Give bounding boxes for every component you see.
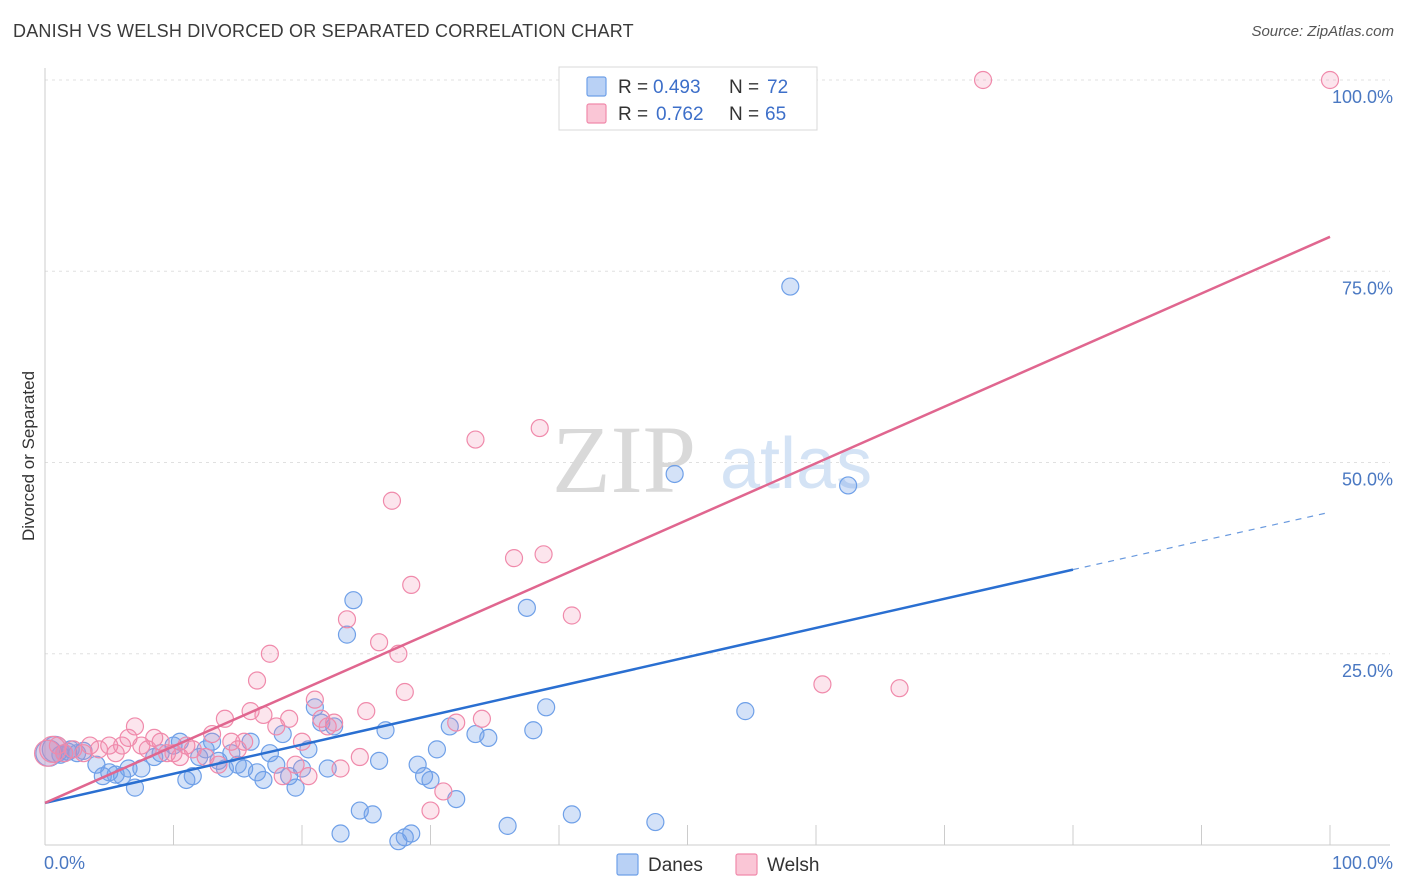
point-welsh-60 — [562, 606, 581, 625]
point-welsh-38 — [299, 767, 318, 786]
legend-swatch-danes — [586, 76, 607, 97]
point-welsh-32 — [260, 644, 279, 663]
point-danes-43 — [344, 591, 363, 610]
legend-r-value-welsh: 0.762 — [656, 104, 704, 125]
point-welsh-36 — [286, 755, 305, 774]
y-axis-label: Divorced or Separated — [19, 371, 38, 541]
point-danes-45 — [363, 805, 382, 824]
point-welsh-44 — [337, 610, 357, 629]
bottom-legend-label-welsh: Welsh — [767, 855, 819, 876]
point-welsh-59 — [534, 545, 553, 564]
point-welsh-43 — [331, 759, 350, 778]
point-welsh-42 — [325, 713, 344, 732]
point-welsh-62 — [890, 679, 909, 698]
point-danes-34 — [286, 778, 305, 797]
point-welsh-37 — [292, 732, 312, 751]
legend: R = 0.493 N = 72 R = 0.762 N = 65 — [558, 66, 818, 131]
bottom-legend-swatch-danes — [616, 853, 639, 876]
point-danes-53 — [421, 770, 440, 790]
point-danes-65 — [665, 464, 684, 484]
trend-line-danes — [44, 568, 1074, 805]
point-welsh-58 — [530, 418, 549, 438]
point-welsh-47 — [370, 633, 389, 652]
watermark: ZIP atlas — [552, 406, 872, 513]
chart-title: DANISH VS WELSH DIVORCED OR SEPARATED CO… — [13, 21, 634, 41]
point-welsh-39 — [305, 690, 324, 709]
bottom-legend-swatch-welsh — [735, 853, 758, 876]
point-welsh-16 — [151, 732, 170, 751]
point-danes-50 — [402, 824, 421, 843]
point-welsh-30 — [247, 671, 267, 690]
bottom-legend-label-danes: Danes — [648, 855, 703, 876]
point-danes-54 — [427, 740, 447, 759]
point-danes-62 — [537, 698, 556, 717]
point-danes-29 — [254, 770, 273, 790]
point-welsh-53 — [434, 782, 453, 801]
point-danes-66 — [736, 702, 755, 721]
point-welsh-56 — [472, 709, 491, 728]
point-danes-18 — [183, 767, 202, 786]
chart-source: Source: ZipAtlas.com — [1251, 23, 1394, 40]
point-welsh-45 — [350, 747, 369, 767]
point-welsh-50 — [395, 682, 414, 702]
point-welsh-34 — [273, 767, 292, 786]
trend-line-danes-extension — [1072, 511, 1331, 571]
point-danes-39 — [318, 759, 337, 778]
y-tick-label-3: 100.0% — [1332, 87, 1393, 107]
legend-n-label-danes: N = — [729, 77, 759, 98]
point-welsh-55 — [466, 430, 485, 449]
point-welsh-12 — [125, 717, 145, 736]
bottom-legend: Danes Welsh — [616, 853, 819, 876]
point-welsh-54 — [447, 713, 466, 732]
point-welsh-52 — [421, 801, 440, 820]
legend-n-label-welsh: N = — [729, 104, 759, 125]
point-welsh-28 — [235, 732, 254, 751]
point-danes-37 — [305, 698, 324, 717]
point-welsh-46 — [357, 702, 376, 721]
point-danes-46 — [370, 751, 389, 770]
y-tick-label-1: 50.0% — [1342, 470, 1393, 490]
point-danes-63 — [562, 805, 581, 824]
point-welsh-6 — [80, 736, 100, 755]
trend-line-welsh — [44, 235, 1331, 805]
point-danes-59 — [498, 816, 517, 835]
point-welsh-61 — [813, 675, 832, 694]
point-welsh-48 — [382, 491, 402, 510]
point-danes-64 — [646, 812, 665, 832]
legend-n-value-welsh: 65 — [765, 104, 786, 125]
point-danes-21 — [202, 732, 222, 751]
point-danes-60 — [517, 598, 536, 617]
point-welsh-35 — [280, 709, 299, 728]
axes: 25.0% 50.0% 75.0% 100.0% 0.0% 100.0% — [44, 68, 1393, 873]
point-welsh-64 — [1320, 70, 1340, 90]
point-danes-68 — [839, 476, 858, 495]
point-danes-42 — [337, 625, 357, 644]
point-welsh-57 — [504, 549, 524, 568]
legend-r-value-danes: 0.493 — [653, 77, 701, 98]
legend-r-label-danes: R = — [618, 77, 648, 98]
point-danes-67 — [781, 277, 800, 296]
y-tick-label-2: 75.0% — [1342, 278, 1393, 298]
point-welsh-63 — [973, 70, 993, 90]
point-danes-61 — [524, 721, 543, 740]
x-tick-label-1: 100.0% — [1332, 853, 1393, 873]
point-danes-31 — [267, 755, 286, 774]
point-danes-41 — [331, 824, 350, 843]
grid-lines — [45, 79, 1390, 655]
trend-lines — [44, 235, 1331, 805]
legend-r-label-welsh: R = — [618, 104, 648, 125]
point-danes-51 — [408, 755, 427, 774]
x-tick-label-0: 0.0% — [44, 853, 85, 873]
point-welsh-51 — [402, 575, 421, 595]
watermark-zip: ZIP — [552, 406, 696, 513]
point-danes-58 — [479, 728, 498, 748]
watermark-atlas: atlas — [720, 424, 872, 504]
point-welsh-3 — [55, 744, 74, 763]
legend-n-value-danes: 72 — [767, 77, 788, 98]
legend-swatch-welsh — [586, 103, 607, 124]
y-tick-label-0: 25.0% — [1342, 661, 1393, 681]
